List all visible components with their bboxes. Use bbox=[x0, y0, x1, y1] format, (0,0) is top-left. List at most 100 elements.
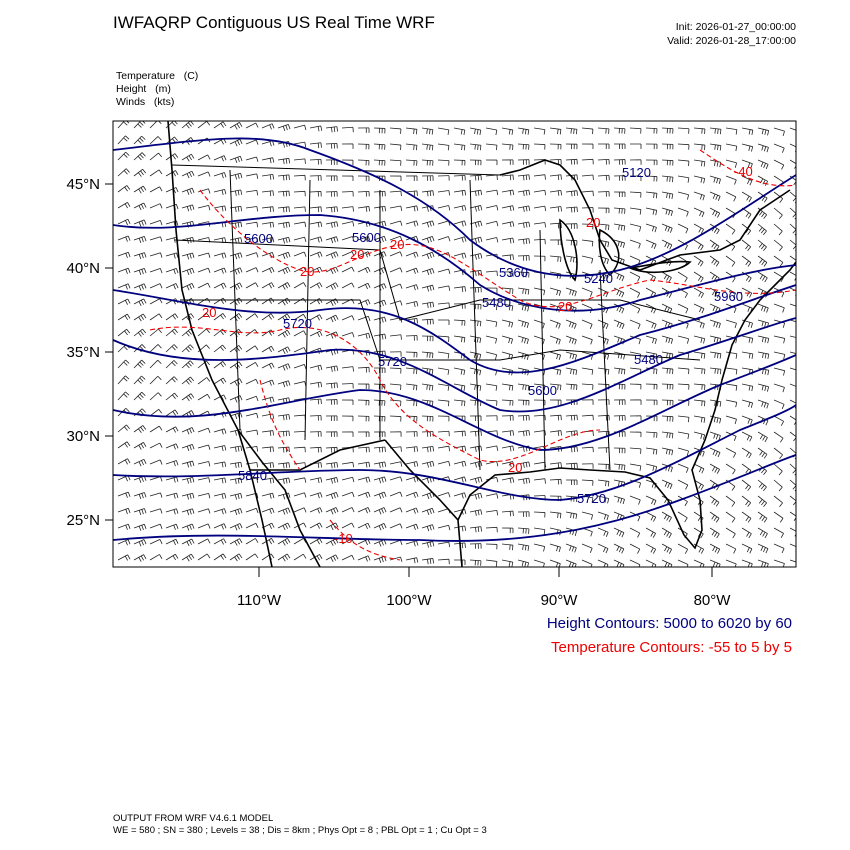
wind-barb bbox=[661, 431, 674, 439]
wind-barb bbox=[149, 459, 163, 465]
contour-label: 20 bbox=[300, 264, 314, 279]
wind-barb bbox=[197, 427, 211, 433]
wind-barb bbox=[437, 351, 450, 359]
wind-barb bbox=[389, 367, 402, 374]
wind-barb bbox=[421, 335, 434, 342]
wind-barb bbox=[213, 205, 227, 212]
wind-barb bbox=[325, 522, 339, 531]
wind-barb bbox=[325, 462, 338, 469]
wind-barb bbox=[725, 367, 738, 375]
wind-barb bbox=[565, 543, 577, 553]
wind-barb bbox=[485, 493, 499, 499]
wind-barb bbox=[245, 378, 259, 385]
wind-barb bbox=[357, 266, 371, 274]
wind-barb bbox=[229, 508, 243, 516]
wind-barb bbox=[453, 476, 467, 483]
wind-barb bbox=[277, 190, 290, 197]
wind-barb bbox=[597, 495, 610, 504]
wind-barb bbox=[421, 175, 434, 181]
wind-barb bbox=[549, 127, 562, 135]
wind-barb bbox=[373, 461, 387, 468]
wind-barb bbox=[533, 222, 546, 228]
wind-barb bbox=[277, 537, 291, 546]
wind-barb bbox=[149, 236, 163, 242]
wind-barb bbox=[213, 282, 227, 289]
wind-barb bbox=[261, 221, 275, 228]
wind-barb bbox=[485, 509, 499, 516]
wind-barb bbox=[341, 315, 355, 321]
wind-barb bbox=[725, 399, 738, 408]
wind-barb bbox=[629, 431, 642, 438]
wind-barb bbox=[405, 175, 418, 181]
wind-barb bbox=[453, 508, 467, 515]
wind-barb bbox=[789, 287, 796, 297]
wind-barb bbox=[261, 345, 275, 353]
wind-barb bbox=[533, 255, 546, 262]
wind-barb bbox=[261, 446, 274, 453]
wind-barb bbox=[613, 287, 625, 298]
wind-barb bbox=[229, 553, 243, 562]
wind-barb bbox=[453, 430, 466, 437]
wind-barb bbox=[261, 297, 275, 305]
wind-barb bbox=[405, 540, 419, 547]
wind-barb bbox=[405, 301, 419, 308]
wind-barb bbox=[549, 462, 562, 468]
wind-barb bbox=[229, 378, 243, 386]
wind-barb bbox=[533, 478, 546, 484]
wind-barb bbox=[421, 318, 434, 325]
valid-time: Valid: 2026-01-28_17:00:00 bbox=[667, 35, 796, 47]
wind-barb bbox=[421, 127, 434, 135]
wind-barb bbox=[149, 220, 163, 226]
wind-barb bbox=[501, 271, 514, 277]
wind-barb bbox=[501, 543, 514, 551]
wind-barb bbox=[661, 271, 672, 283]
wind-barb bbox=[277, 430, 290, 437]
wind-barb bbox=[149, 313, 163, 321]
wind-barb bbox=[261, 313, 275, 321]
wind-barb bbox=[741, 527, 752, 539]
wind-barb bbox=[117, 424, 130, 433]
wind-barb bbox=[325, 236, 339, 244]
wind-barb bbox=[213, 493, 227, 500]
wind-barb bbox=[549, 383, 562, 391]
wind-barb bbox=[773, 495, 783, 508]
wind-barb bbox=[549, 143, 562, 150]
wind-barb bbox=[261, 140, 275, 147]
wind-barb bbox=[261, 237, 275, 244]
wind-barb bbox=[517, 527, 530, 534]
wind-barb bbox=[325, 314, 339, 323]
wind-barb bbox=[261, 174, 275, 180]
wind-barb bbox=[133, 442, 147, 450]
wind-barb bbox=[677, 303, 689, 314]
wind-barb bbox=[645, 383, 658, 390]
wind-barb bbox=[117, 539, 131, 546]
wind-barb bbox=[389, 476, 403, 482]
wind-barb bbox=[421, 284, 435, 292]
wind-barb bbox=[629, 559, 641, 567]
wind-barb bbox=[229, 395, 243, 403]
wind-barb bbox=[453, 319, 466, 326]
wind-barb bbox=[165, 153, 179, 161]
wind-barb bbox=[133, 236, 147, 244]
wind-barb bbox=[309, 507, 323, 514]
wind-barb bbox=[405, 190, 418, 197]
wind-barb bbox=[581, 190, 594, 197]
wind-barb bbox=[341, 282, 355, 289]
wind-barb bbox=[581, 463, 594, 469]
wind-barb bbox=[501, 174, 514, 181]
wind-barb bbox=[165, 538, 179, 546]
wind-barb bbox=[773, 511, 784, 523]
wind-barb bbox=[677, 271, 688, 283]
wind-barb bbox=[565, 383, 578, 390]
wind-barb bbox=[581, 207, 594, 213]
wind-barb bbox=[133, 458, 147, 467]
wind-barb bbox=[565, 511, 578, 520]
wind-barb bbox=[325, 126, 338, 133]
wind-barb bbox=[357, 446, 370, 453]
wind-barb bbox=[533, 543, 546, 552]
wind-barb bbox=[693, 319, 705, 329]
wind-barb bbox=[709, 143, 722, 151]
wind-barb bbox=[245, 139, 259, 145]
wind-barb bbox=[357, 315, 371, 323]
